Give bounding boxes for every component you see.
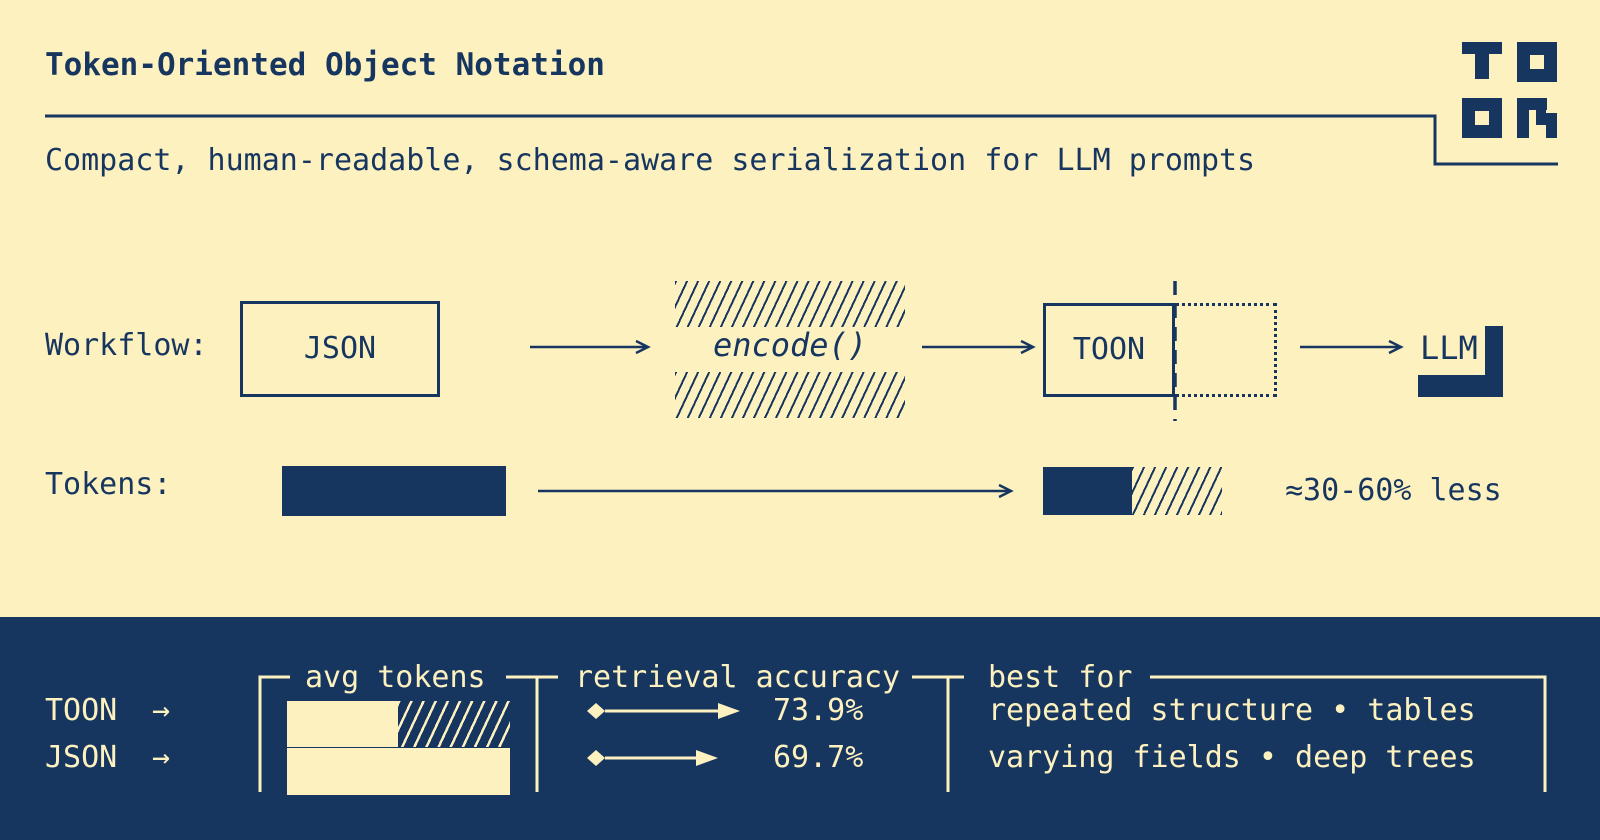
best-for-toon: repeated structure • tables bbox=[988, 693, 1476, 728]
toon-box: TOON bbox=[1043, 303, 1175, 397]
json-box-label: JSON bbox=[303, 331, 377, 366]
arrow-right-icon bbox=[1300, 339, 1404, 355]
logo-letter-o2-icon bbox=[1462, 98, 1502, 138]
encode-function-label: encode() bbox=[712, 326, 868, 364]
json-token-bar bbox=[282, 466, 506, 516]
accuracy-arrow-json-icon bbox=[587, 750, 718, 766]
avg-tokens-header: avg tokens bbox=[305, 660, 486, 695]
encode-hatch-bottom bbox=[675, 372, 905, 418]
best-for-json: varying fields • deep trees bbox=[988, 740, 1476, 775]
logo-letter-o-icon bbox=[1517, 42, 1557, 82]
row-arrow-json-icon: → bbox=[152, 740, 171, 775]
llm-label: LLM bbox=[1420, 329, 1478, 367]
json-avg-tokens-bar bbox=[287, 748, 510, 795]
page-title: Token-Oriented Object Notation bbox=[45, 47, 605, 83]
toon-token-bar bbox=[1043, 467, 1132, 515]
page-subtitle: Compact, human-readable, schema-aware se… bbox=[45, 143, 1256, 178]
json-box: JSON bbox=[240, 301, 440, 397]
arrow-right-icon bbox=[530, 339, 651, 355]
row-arrow-toon-icon: → bbox=[152, 693, 171, 728]
tokens-label: Tokens: bbox=[45, 467, 172, 502]
best-for-header: best for bbox=[988, 660, 1133, 695]
workflow-label: Workflow: bbox=[45, 328, 208, 363]
logo-letter-n-icon bbox=[1517, 98, 1557, 138]
toon-box-label: TOON bbox=[1072, 332, 1146, 367]
accuracy-arrow-toon-icon bbox=[587, 703, 740, 719]
arrow-right-icon bbox=[922, 339, 1036, 355]
toon-tokens-saved-hatch bbox=[398, 701, 510, 747]
tokens-saved-hatch bbox=[1132, 467, 1222, 515]
token-savings-label: ≈30-60% less bbox=[1285, 473, 1502, 508]
encode-hatch-top bbox=[675, 281, 905, 327]
title-divider bbox=[45, 114, 1558, 166]
llm-corner-bracket bbox=[1418, 326, 1503, 397]
benchmark-bracket-lines bbox=[258, 675, 1547, 792]
accuracy-value-toon: 73.9% bbox=[773, 693, 864, 728]
long-arrow-right-icon bbox=[538, 483, 1014, 499]
accuracy-value-json: 69.7% bbox=[773, 740, 864, 775]
row-label-toon: TOON bbox=[45, 693, 118, 728]
logo-letter-t-icon bbox=[1462, 42, 1502, 79]
row-label-json: JSON bbox=[45, 740, 118, 775]
toon-avg-tokens-bar bbox=[287, 701, 398, 747]
trimmed-tokens-ghost-box bbox=[1175, 303, 1277, 397]
retrieval-accuracy-header: retrieval accuracy bbox=[575, 660, 901, 695]
toon-logo bbox=[1462, 42, 1557, 138]
benchmark-band: avg tokens retrieval accuracy best for T… bbox=[0, 617, 1600, 840]
